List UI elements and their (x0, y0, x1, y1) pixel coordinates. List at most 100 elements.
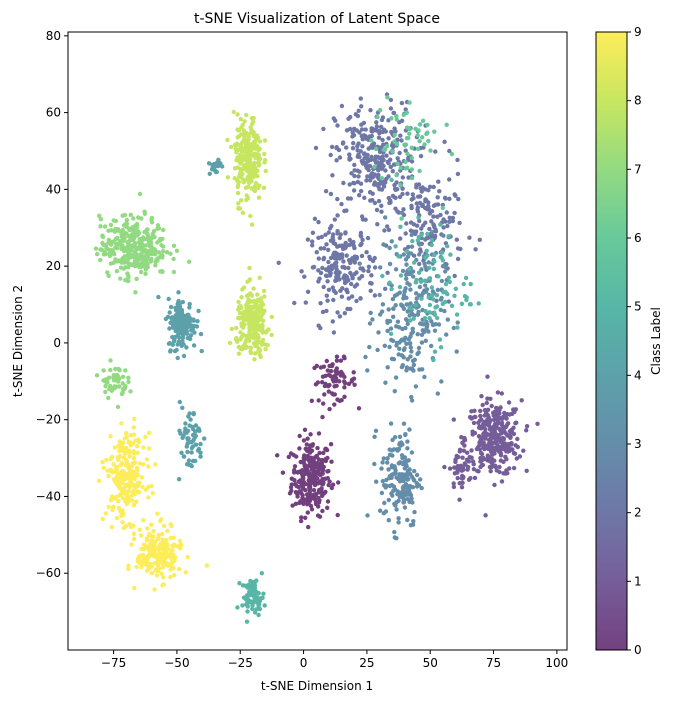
scatter-point (402, 288, 407, 294)
scatter-point (456, 196, 461, 202)
scatter-point (438, 297, 444, 302)
scatter-point (510, 411, 515, 416)
scatter-point (406, 492, 411, 497)
scatter-point (115, 373, 120, 379)
scatter-point (335, 231, 340, 236)
scatter-point (398, 133, 403, 138)
scatter-point (172, 338, 177, 343)
scatter-point (248, 131, 253, 136)
scatter-point (149, 217, 154, 222)
scatter-point (469, 416, 474, 421)
scatter-point (419, 296, 424, 301)
scatter-point (397, 472, 402, 477)
scatter-point (256, 603, 261, 608)
scatter-point (495, 442, 500, 447)
scatter-point (374, 120, 379, 125)
scatter-point (397, 120, 402, 125)
scatter-point (235, 112, 240, 117)
scatter-point (126, 379, 131, 385)
scatter-point (185, 554, 190, 560)
scatter-point (366, 268, 371, 274)
scatter-point (249, 167, 254, 172)
scatter-point (127, 471, 132, 477)
scatter-point (253, 598, 259, 604)
scatter-point (409, 331, 414, 336)
scatter-point (239, 125, 244, 130)
scatter-point (155, 256, 160, 261)
scatter-point (441, 233, 446, 238)
scatter-point (513, 443, 518, 448)
scatter-point (193, 434, 198, 439)
scatter-point (118, 486, 124, 492)
scatter-point (419, 332, 425, 337)
scatter-point (244, 193, 249, 198)
scatter-point (240, 171, 245, 177)
scatter-point (140, 484, 145, 490)
scatter-point (387, 344, 392, 350)
scatter-point (302, 498, 307, 504)
scatter-point (321, 450, 326, 456)
scatter-point (446, 234, 451, 239)
scatter-point (315, 445, 320, 451)
scatter-point (425, 122, 430, 128)
scatter-point (161, 582, 167, 587)
scatter-point (372, 164, 377, 170)
scatter-point (388, 331, 394, 336)
scatter-point (196, 446, 202, 452)
scatter-point (490, 461, 495, 467)
scatter-point (325, 505, 330, 510)
scatter-point (301, 460, 306, 465)
scatter-point (385, 460, 390, 465)
scatter-point (384, 144, 390, 149)
scatter-point (118, 242, 123, 247)
scatter-point (327, 406, 332, 412)
scatter-point (392, 529, 397, 535)
scatter-point (234, 142, 239, 148)
scatter-point (497, 426, 502, 432)
scatter-point (379, 209, 384, 214)
scatter-point (373, 146, 379, 151)
scatter-point (466, 477, 472, 482)
scatter-point (421, 322, 426, 327)
scatter-point (143, 434, 148, 440)
scatter-point (437, 189, 442, 194)
scatter-point (239, 198, 244, 203)
scatter-point (406, 458, 411, 463)
scatter-point (331, 116, 336, 121)
scatter-point (385, 270, 390, 275)
scatter-point (257, 352, 262, 357)
scatter-point (141, 235, 146, 240)
scatter-point (343, 230, 348, 235)
scatter-point (132, 460, 138, 465)
scatter-point (362, 195, 367, 200)
scatter-point (112, 445, 118, 450)
scatter-point (416, 270, 422, 275)
scatter-point (391, 306, 396, 311)
plot-frame (67, 31, 568, 651)
scatter-point (386, 195, 391, 201)
scatter-point (339, 294, 345, 299)
scatter-point (303, 515, 308, 520)
scatter-point (414, 201, 419, 206)
scatter-point (386, 467, 391, 472)
x-tick-label: −50 (164, 656, 189, 670)
scatter-point (121, 248, 127, 254)
scatter-point (98, 217, 104, 222)
scatter-point (316, 219, 321, 225)
scatter-point (256, 612, 261, 618)
scatter-point (247, 314, 253, 320)
scatter-point (478, 413, 483, 419)
scatter-point (321, 246, 327, 251)
scatter-point (401, 293, 407, 298)
scatter-point (246, 585, 251, 590)
scatter-point (379, 203, 384, 208)
scatter-point (244, 338, 249, 343)
scatter-point (106, 395, 111, 401)
scatter-point (384, 153, 389, 158)
scatter-point (419, 267, 424, 272)
scatter-point (255, 168, 260, 173)
scatter-point (519, 398, 524, 403)
scatter-point (412, 509, 417, 515)
scatter-point (342, 311, 347, 316)
scatter-point (119, 231, 124, 236)
